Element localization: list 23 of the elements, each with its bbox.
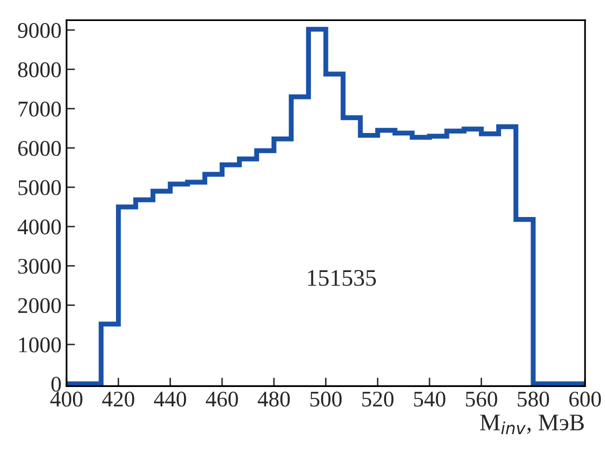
annotation: 151535 [308,270,376,286]
x-tick-label: 480 [258,392,290,407]
x-axis-title: M$_{inv}$, МэВ [480,414,584,434]
x-tick-label: 520 [362,392,394,407]
x-tick-label: 580 [518,392,550,407]
x-tick-label: 540 [414,392,446,407]
x-tick-label: 500 [310,392,342,407]
y-tick-label: 7000 [18,102,61,117]
y-tick-label: 4000 [18,219,61,234]
y-tick-label: 2000 [18,298,61,314]
x-tick-label: 400 [50,392,82,407]
y-tick-label: 6000 [18,140,61,156]
x-tick-label: 560 [466,392,498,407]
y-tick-label: 8000 [18,62,61,78]
y-tick-label: 3000 [18,258,61,274]
x-tick-label: 440 [154,392,186,407]
x-tick-label: 460 [206,392,238,407]
x-tick-label: 420 [102,392,134,407]
x-tick-label: 600 [569,392,601,407]
y-tick-label: 9000 [18,22,61,38]
y-tick-label: 1000 [19,337,61,352]
y-tick-label: 0 [51,376,61,392]
y-tick-label: 5000 [18,180,61,196]
